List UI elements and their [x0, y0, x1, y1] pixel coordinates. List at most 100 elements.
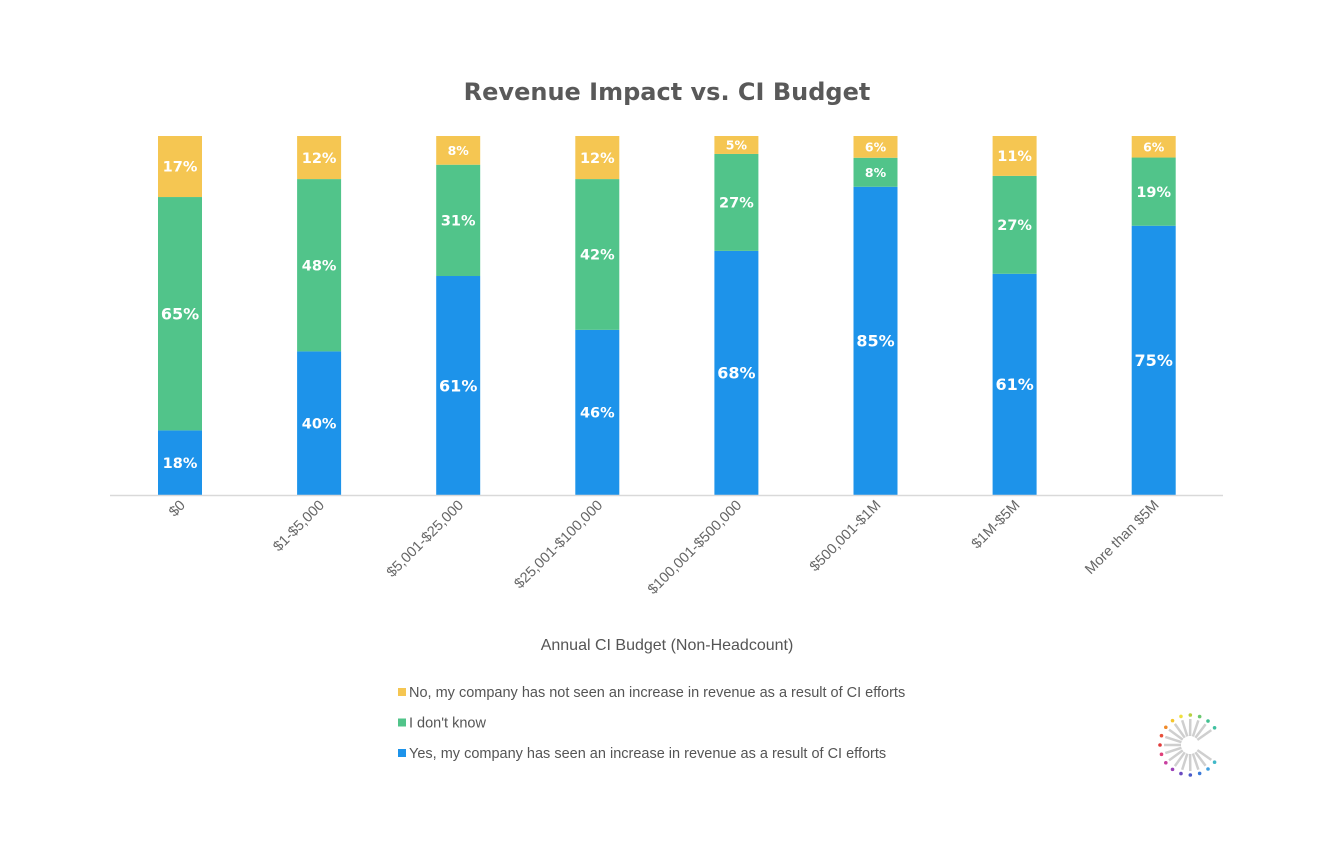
bar-segment	[992, 175, 1037, 274]
legend-label: No, my company has not seen an increase …	[409, 685, 905, 701]
x-tick-label: More than $5M	[1082, 498, 1162, 578]
data-label: 75%	[1135, 351, 1173, 370]
x-axis-title: Annual CI Budget (Non-Headcount)	[541, 637, 794, 654]
logo-ray	[1196, 749, 1213, 761]
data-label: 61%	[439, 376, 477, 395]
bar-segment	[1131, 157, 1176, 226]
legend-swatch	[398, 749, 406, 757]
data-label: 42%	[580, 248, 615, 264]
logo-ray	[1180, 753, 1189, 771]
logo-ray	[1194, 723, 1207, 739]
logo-ray	[1194, 751, 1207, 767]
logo-ray	[1173, 723, 1186, 739]
data-label: 11%	[997, 149, 1032, 165]
data-label: 31%	[441, 214, 476, 230]
data-label: 19%	[1136, 185, 1171, 201]
bar-stack: 61% 31% 8%	[436, 136, 481, 495]
logo-dot	[1188, 713, 1193, 717]
bar-segment	[436, 276, 481, 495]
bar-stack: 46% 42% 12%	[575, 136, 620, 495]
logo-ray	[1164, 746, 1182, 755]
bar-segment	[575, 136, 620, 180]
legend-item: I don't know	[398, 716, 486, 732]
logo-dot	[1197, 771, 1202, 776]
bar-segment	[436, 136, 481, 165]
data-label: 6%	[865, 139, 887, 154]
logo-ray	[1196, 729, 1213, 741]
bar-segment	[297, 136, 342, 180]
data-label: 8%	[448, 143, 470, 158]
x-tick-labels: $0 $1-$5,000 $5,001-$25,000 $25,001-$100,00…	[166, 498, 1162, 598]
bar-stack: 85% 8% 6%	[853, 136, 898, 495]
logo-ray	[1168, 749, 1184, 762]
logo-ray	[1164, 735, 1182, 744]
bar-segment	[992, 273, 1037, 495]
logo-dot	[1179, 714, 1183, 719]
bar-segment	[853, 186, 898, 495]
data-label: 85%	[856, 332, 894, 351]
logo-ray	[1180, 719, 1189, 737]
logo-dot	[1188, 773, 1193, 777]
bar-stack: 40% 48% 12%	[297, 136, 342, 495]
logo-ray	[1173, 751, 1186, 767]
bar-segment	[575, 329, 620, 495]
legend-label: Yes, my company has seen an increase in …	[409, 746, 886, 762]
bar-segment	[575, 179, 620, 330]
logo-ray	[1168, 728, 1184, 741]
starburst-logo-icon	[1158, 713, 1217, 777]
bar-stack: 68% 27% 5%	[714, 136, 759, 495]
logo-dot	[1159, 752, 1164, 757]
bar-segment	[992, 136, 1037, 176]
data-label: 12%	[302, 151, 337, 167]
logo-dot	[1158, 743, 1162, 747]
bar-stack: 61% 27% 11%	[992, 136, 1037, 495]
bar-segment	[297, 179, 342, 352]
data-label: 40%	[302, 416, 337, 432]
x-tick-label: $500,001-$1M	[807, 498, 884, 575]
bar-segment	[1131, 136, 1176, 158]
data-label: 5%	[726, 137, 748, 152]
bar-segment	[158, 136, 202, 198]
data-label: 18%	[163, 456, 198, 472]
x-tick-label: $1M-$5M	[969, 498, 1024, 553]
legend-swatch	[398, 688, 406, 696]
logo-dot	[1159, 733, 1164, 738]
logo-ray	[1191, 753, 1200, 771]
data-label: 65%	[161, 304, 199, 323]
bar-segment	[158, 430, 202, 495]
logo-dot	[1206, 719, 1210, 723]
legend-item: No, my company has not seen an increase …	[398, 685, 905, 701]
bar-stack: 18% 65% 17%	[158, 136, 202, 495]
bar-segment	[436, 164, 481, 277]
logo-dot	[1206, 767, 1210, 771]
bar-segment	[714, 250, 759, 495]
bar-segment	[714, 153, 759, 251]
x-tick-label: $5,001-$25,000	[384, 498, 467, 581]
bar-segment	[1131, 225, 1176, 495]
bar-segment	[714, 136, 759, 154]
legend: No, my company has not seen an increase …	[398, 685, 905, 762]
logo-dot	[1197, 714, 1202, 719]
logo-dot	[1170, 767, 1175, 772]
data-label: 48%	[302, 258, 337, 274]
logo-dot	[1164, 725, 1168, 730]
x-tick-label: $100,001-$500,000	[645, 498, 745, 598]
logo-dot	[1170, 718, 1175, 723]
logo-dot	[1212, 760, 1217, 765]
chart-title: Revenue Impact vs. CI Budget	[464, 78, 871, 106]
legend-label: I don't know	[409, 716, 486, 732]
x-tick-label: $0	[166, 498, 189, 521]
bar-segment	[853, 136, 898, 158]
legend-item: Yes, my company has seen an increase in …	[398, 746, 886, 762]
data-label: 17%	[163, 160, 198, 176]
data-label: 46%	[580, 406, 615, 422]
bar-segment	[297, 351, 342, 495]
bar-stack: 75% 19% 6%	[1131, 136, 1176, 495]
legend-swatch	[398, 718, 406, 727]
data-label: 27%	[997, 218, 1032, 234]
bar-segment	[158, 197, 202, 431]
data-label: 8%	[865, 165, 887, 180]
bars-group: 18% 65% 17% 40% 48% 12% 61% 31% 8% 46% 42% 12% 68% 27…	[158, 136, 1176, 495]
data-label: 61%	[995, 375, 1033, 394]
